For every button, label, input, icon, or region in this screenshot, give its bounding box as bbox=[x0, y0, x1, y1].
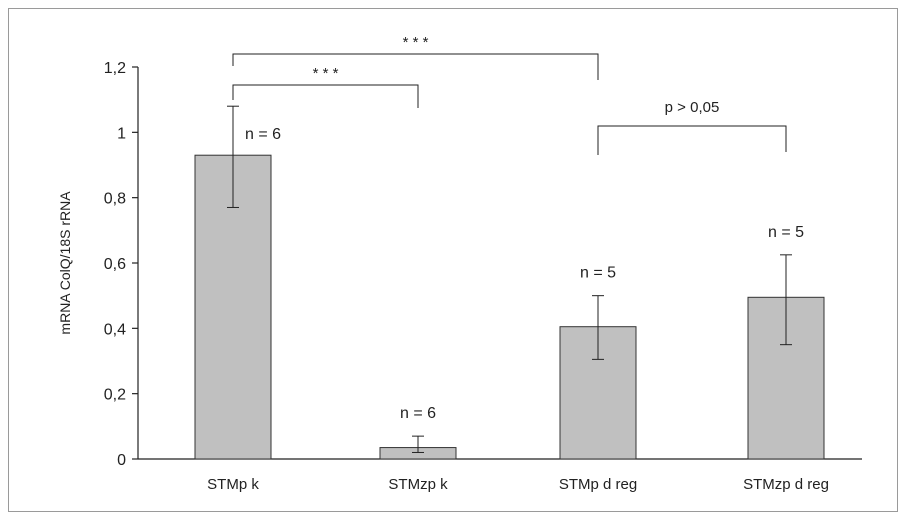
x-category-label: STMp k bbox=[207, 476, 259, 493]
significance-label: p > 0,05 bbox=[665, 99, 720, 116]
significance-label: * * * bbox=[313, 65, 339, 82]
y-axis-label: mRNA ColQ/18S rRNA bbox=[57, 191, 73, 335]
y-tick-label: 0,8 bbox=[104, 191, 126, 208]
n-label: n = 5 bbox=[580, 265, 616, 282]
x-category-label: STMzp k bbox=[388, 476, 448, 493]
x-category-label: STMzp d reg bbox=[743, 476, 829, 493]
y-tick-label: 0,2 bbox=[104, 387, 126, 404]
y-tick-label: 1 bbox=[117, 125, 126, 142]
y-tick-label: 1,2 bbox=[104, 60, 126, 77]
n-label: n = 6 bbox=[245, 126, 281, 143]
y-tick-label: 0,4 bbox=[104, 321, 126, 338]
n-label: n = 6 bbox=[400, 405, 436, 422]
y-tick-label: 0,6 bbox=[104, 256, 126, 273]
n-label: n = 5 bbox=[768, 224, 804, 241]
significance-bracket bbox=[232, 84, 419, 108]
x-category-label: STMp d reg bbox=[559, 476, 637, 493]
y-tick-label: 0 bbox=[117, 452, 126, 469]
significance-bracket bbox=[232, 53, 599, 80]
significance-bracket bbox=[597, 125, 787, 155]
significance-label: * * * bbox=[403, 34, 429, 51]
chart-frame bbox=[8, 8, 898, 512]
